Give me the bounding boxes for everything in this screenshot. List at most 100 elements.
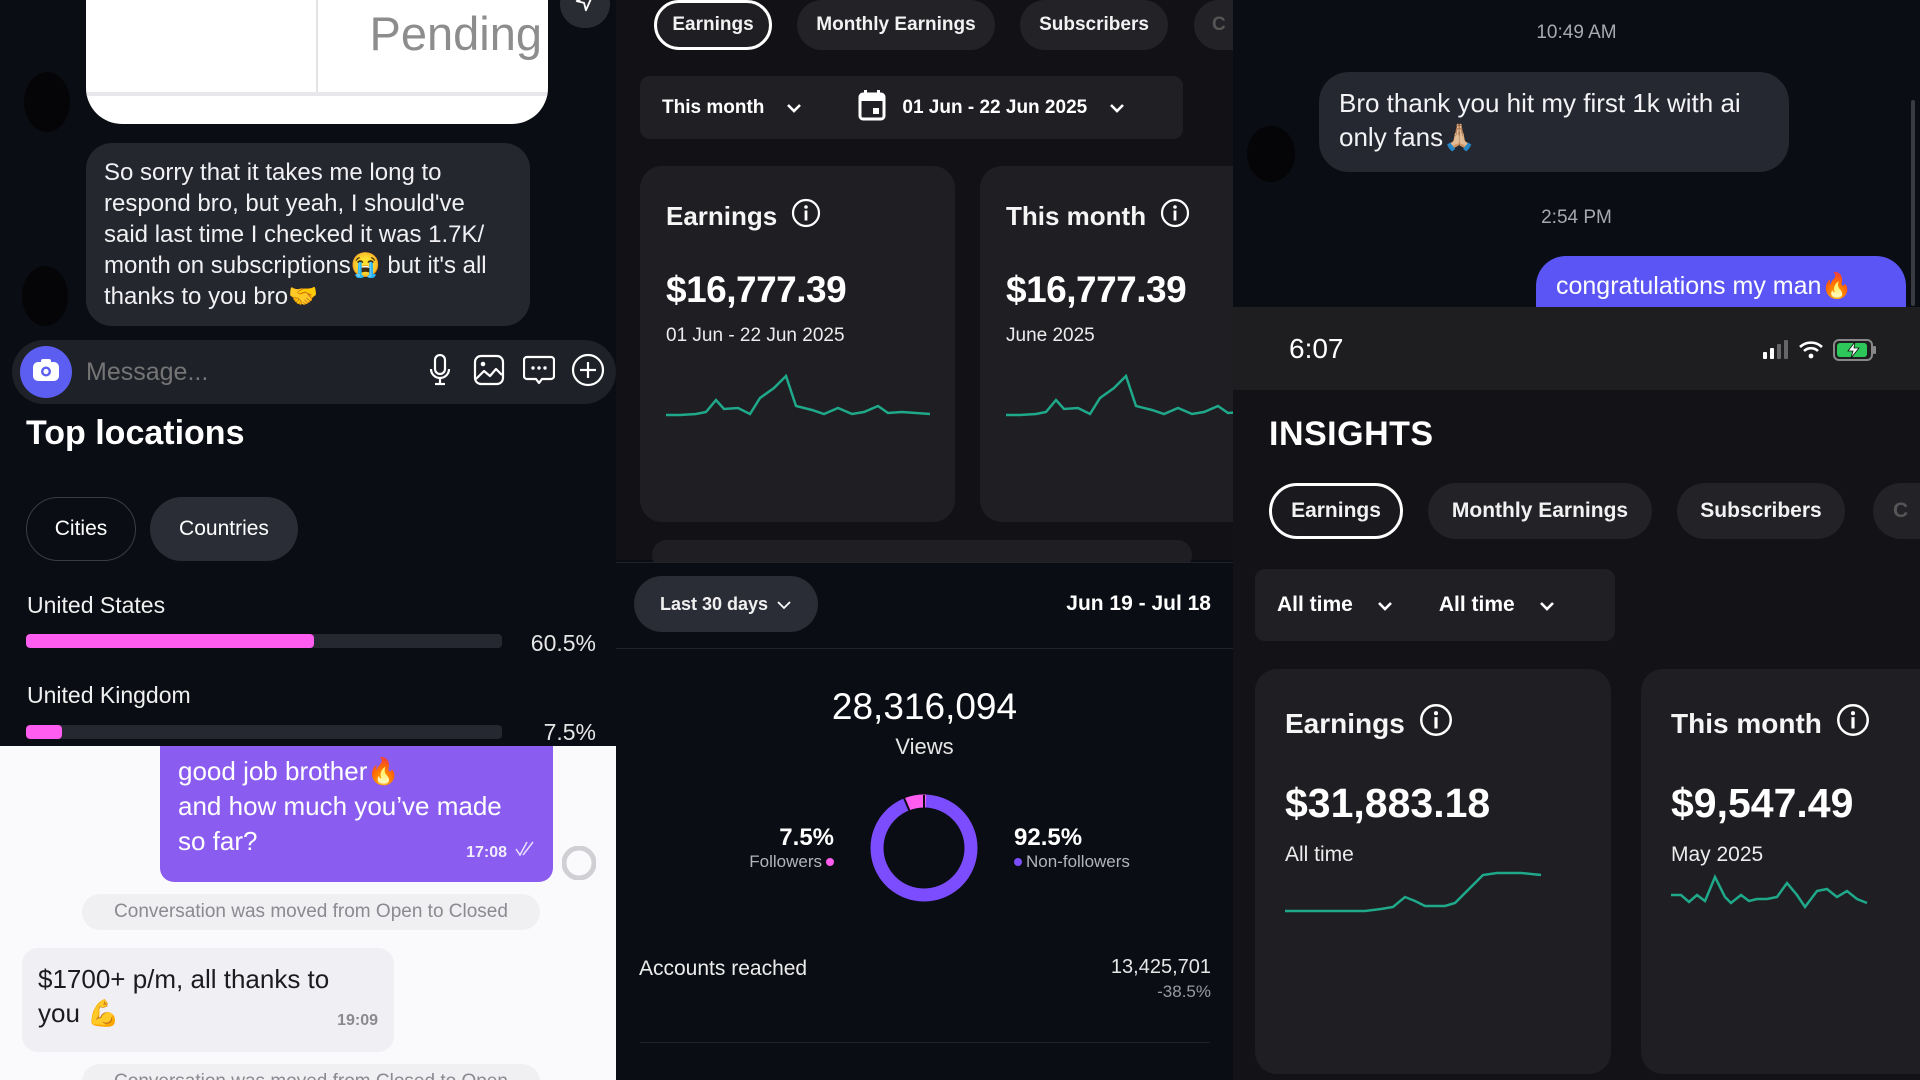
top-locations-title: Top locations — [26, 414, 245, 452]
plus-circle-icon — [571, 353, 605, 392]
accounts-reached-label: Accounts reached — [639, 957, 808, 980]
tab-monthly-earnings[interactable]: Monthly Earnings — [797, 0, 995, 50]
incoming-message: $1700+ p/m, all thanks to you 💪 19:09 — [22, 948, 394, 1052]
tab-earnings[interactable]: Earnings — [654, 0, 772, 50]
wifi-icon — [1799, 341, 1823, 364]
tab-more[interactable]: C — [1194, 0, 1233, 50]
insights-screen: 6:07 INSIGHTS Earnings Monthly Earnings … — [1233, 307, 1920, 1080]
middle-analytics-panel: Earnings Monthly Earnings Subscribers C … — [616, 0, 1233, 1080]
views-count: 28,316,094 — [831, 686, 1018, 727]
info-icon[interactable] — [791, 198, 821, 235]
period-dropdown[interactable]: This month — [662, 97, 802, 119]
payout-card: Pending — [86, 0, 548, 124]
message-timestamp: 10:49 AM — [1536, 22, 1617, 43]
more-button[interactable] — [571, 349, 607, 395]
tab-more[interactable]: C — [1873, 483, 1920, 539]
pending-status: Pending — [369, 7, 543, 60]
purple-dot-icon — [1014, 858, 1022, 866]
message-input[interactable] — [72, 357, 408, 387]
period-dropdown[interactable]: All time — [1277, 593, 1393, 617]
contact-avatar — [24, 72, 70, 132]
location-bar — [26, 634, 502, 648]
location-percent: 60.5% — [530, 630, 596, 656]
microphone-icon — [429, 353, 451, 391]
right-panel: 10:49 AM Bro thank you hit my first 1k w… — [1233, 0, 1920, 1080]
status-icons — [1763, 339, 1877, 366]
card-subtitle: May 2025 — [1671, 843, 1764, 866]
info-icon[interactable] — [1160, 198, 1190, 235]
signal-icon — [1763, 340, 1789, 365]
voice-button[interactable] — [422, 349, 458, 395]
earnings-card[interactable]: Earnings $31,883.18 All time — [1255, 669, 1611, 1074]
calendar-icon — [858, 89, 886, 127]
incoming-message-text: $1700+ p/m, all thanks to you 💪 — [38, 964, 330, 1028]
location-bar — [26, 725, 502, 739]
date-range-dropdown[interactable]: 01 Jun - 22 Jun 2025 — [858, 89, 1125, 127]
camera-icon — [32, 358, 60, 387]
message-composer — [12, 340, 616, 404]
date-filter-bar: All time All time — [1255, 569, 1615, 641]
chevron-down-icon — [1109, 97, 1125, 119]
left-chat-panel: Pending So sorry that it takes me long t… — [0, 0, 616, 1080]
gallery-button[interactable] — [472, 349, 508, 395]
period-selector-button[interactable]: Last 30 days — [634, 576, 818, 632]
info-icon[interactable] — [1419, 703, 1453, 744]
double-check-icon — [515, 835, 535, 870]
divider — [616, 562, 1233, 563]
followers-stat: 7.5% Followers — [616, 824, 834, 872]
support-chat-panel: good job brother🔥 and how much you’ve ma… — [0, 746, 616, 1080]
message-time: 19:09 — [337, 1012, 378, 1029]
non-followers-percent: 92.5% — [1014, 824, 1083, 851]
system-message: Conversation was moved from Open to Clos… — [82, 894, 540, 930]
accounts-reached-change: -38.5% — [1157, 982, 1211, 1001]
followers-label: Followers — [749, 852, 822, 871]
earnings-card[interactable]: Earnings $16,777.39 01 Jun - 22 Jun 2025 — [640, 166, 955, 522]
location-name: United Kingdom — [27, 682, 191, 708]
sticker-button[interactable] — [521, 349, 557, 395]
card-subtitle: 01 Jun - 22 Jun 2025 — [666, 325, 845, 346]
contact-avatar — [1247, 126, 1295, 182]
location-percent: 7.5% — [543, 719, 596, 745]
sparkline-chart — [1006, 374, 1233, 417]
message-timestamp: 2:54 PM — [1541, 207, 1612, 228]
period-label: All time — [1277, 593, 1353, 616]
card-label: This month — [1006, 201, 1147, 231]
card-value: $16,777.39 — [666, 269, 847, 310]
range-label: All time — [1438, 593, 1515, 616]
range-dropdown[interactable]: All time — [1439, 593, 1555, 617]
card-subtitle: June 2025 — [1006, 325, 1095, 346]
message-meta: 17:08 — [466, 835, 535, 870]
card-subtitle: All time — [1285, 843, 1354, 866]
followers-donut-chart — [870, 794, 978, 902]
chat-bubble-icon — [522, 354, 555, 391]
tab-subscribers[interactable]: Subscribers — [1677, 483, 1845, 539]
this-month-card[interactable]: This month $9,547.49 May 2025 — [1641, 669, 1920, 1074]
system-message: Conversation was moved from Closed to Op… — [82, 1064, 540, 1080]
divider — [640, 1042, 1210, 1043]
non-followers-label: Non-followers — [1026, 852, 1130, 871]
chevron-down-icon — [1539, 593, 1555, 617]
views-date-range: Jun 19 - Jul 18 — [1066, 592, 1211, 615]
tab-subscribers[interactable]: Subscribers — [1020, 0, 1168, 50]
tab-monthly-earnings[interactable]: Monthly Earnings — [1428, 483, 1652, 539]
period-label: Last 30 days — [659, 593, 769, 614]
card-label: Earnings — [1285, 707, 1405, 739]
sparkline-chart — [1671, 873, 1868, 910]
card-label: Earnings — [666, 201, 778, 231]
non-followers-stat: 92.5% Non-followers — [1014, 824, 1214, 872]
this-month-card[interactable]: This month $16,777.39 June 2025 — [980, 166, 1233, 522]
image-icon — [473, 354, 505, 391]
info-icon[interactable] — [1836, 703, 1870, 744]
camera-button[interactable] — [20, 346, 72, 398]
earnings-insights: Earnings Monthly Earnings Subscribers C … — [616, 0, 1233, 570]
chip-cities[interactable]: Cities — [26, 497, 136, 561]
outgoing-message: good job brother🔥 and how much you’ve ma… — [160, 746, 553, 882]
tab-earnings[interactable]: Earnings — [1269, 483, 1403, 539]
card-label: This month — [1671, 707, 1822, 739]
sparkline-chart — [666, 374, 930, 417]
chevron-down-icon — [776, 594, 792, 615]
chat-scrollbar[interactable] — [1911, 100, 1915, 306]
chip-countries[interactable]: Countries — [150, 497, 298, 561]
send-button[interactable] — [560, 0, 610, 28]
views-insights: Last 30 days Jun 19 - Jul 18 28,316,094 … — [616, 562, 1233, 1080]
